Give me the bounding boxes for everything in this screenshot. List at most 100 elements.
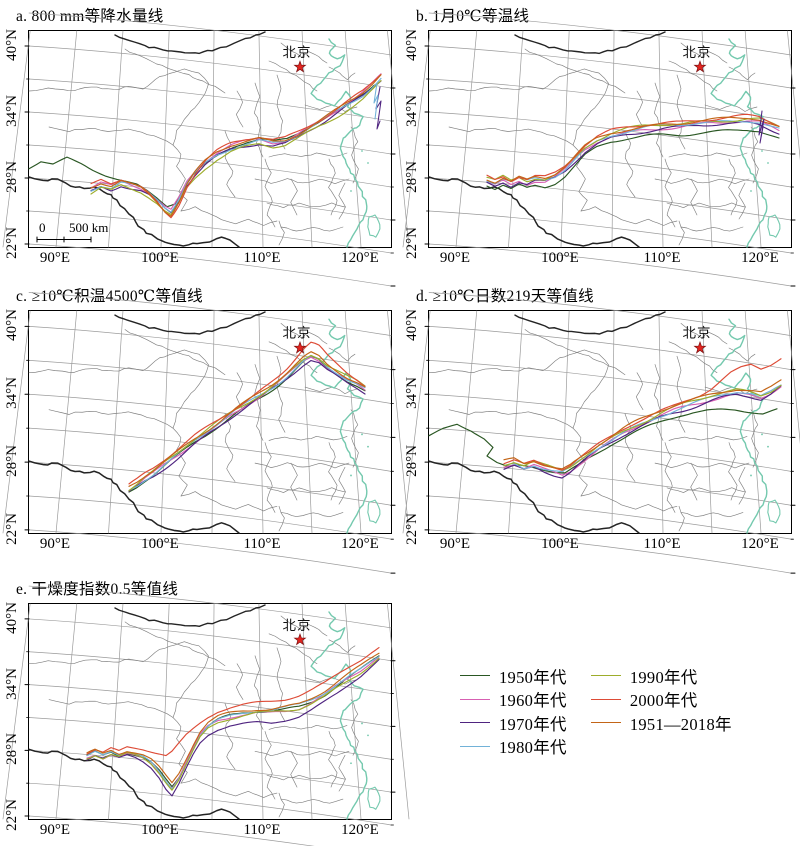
island-dot xyxy=(750,190,752,192)
province-boundary xyxy=(678,505,685,532)
x-tick-label: 120°E xyxy=(341,250,379,266)
beijing-label: 北京 xyxy=(283,326,312,341)
isoline-1970年代 xyxy=(86,658,380,797)
province-boundary xyxy=(268,341,318,374)
graticule-meridian xyxy=(108,30,124,248)
province-boundary xyxy=(654,178,750,185)
graticule-meridian xyxy=(55,310,78,534)
province-boundary xyxy=(180,491,278,512)
legend-column-2: 1990年代 2000年代 1951—2018年 xyxy=(590,664,732,735)
graticule-meridian xyxy=(211,30,215,248)
y-tick-label: 28°N xyxy=(4,733,20,766)
province-boundary xyxy=(542,349,609,429)
national-boundary xyxy=(428,460,640,534)
graticule-meridian xyxy=(258,310,264,534)
province-boundary xyxy=(338,182,346,220)
graticule-meridian xyxy=(160,30,170,248)
province-boundary xyxy=(524,48,626,94)
legend-item: 1951—2018年 xyxy=(590,711,732,735)
x-tick-label: 100°E xyxy=(541,536,579,552)
legend-swatch-icon xyxy=(590,722,621,724)
province-boundary xyxy=(172,144,188,212)
graticule-parallel xyxy=(428,78,792,122)
isoline-1960年代 xyxy=(486,120,780,186)
legend-item: 1990年代 xyxy=(590,664,732,688)
graticule-parallel xyxy=(28,45,392,89)
legend: 1950年代 1960年代 1970年代 1980年代 1990年代 2000年代 195… xyxy=(460,664,732,758)
province-boundary xyxy=(142,68,209,146)
province-boundary xyxy=(524,329,626,376)
province-boundary xyxy=(280,615,328,637)
province-boundary xyxy=(235,372,244,411)
province-boundary xyxy=(448,409,574,429)
province-boundary xyxy=(28,367,144,374)
province-boundary xyxy=(280,226,344,232)
graticule-parallel xyxy=(428,45,792,89)
map-frame-b: 北京 xyxy=(402,12,800,287)
province-boundary xyxy=(180,778,278,798)
island-dot xyxy=(350,190,352,192)
province-boundary xyxy=(142,641,209,718)
island-dot xyxy=(361,433,363,436)
isoline-1950年代 xyxy=(28,84,376,208)
coastline xyxy=(710,318,768,534)
legend-swatch-icon xyxy=(460,745,490,747)
province-boundary xyxy=(635,90,644,128)
y-tick-label: 40°N xyxy=(404,29,420,61)
province-boundary xyxy=(268,435,348,441)
graticule-parallel xyxy=(428,210,792,254)
graticule-parallel xyxy=(428,326,792,370)
x-tick-label: 110°E xyxy=(243,536,281,552)
province-boundary xyxy=(328,158,338,216)
province-boundary xyxy=(254,178,350,185)
x-tick-label: 90°E xyxy=(439,536,471,552)
province-boundary xyxy=(738,182,746,220)
province-boundary xyxy=(680,322,728,345)
province-boundary xyxy=(266,487,346,493)
island-dot xyxy=(367,734,369,737)
graticule-parallel xyxy=(428,461,792,506)
graticule-parallel xyxy=(28,393,392,438)
isoline-1951—2018年 xyxy=(128,351,366,487)
province-boundary xyxy=(728,158,738,216)
isoline-2000年代 xyxy=(128,341,366,485)
province-boundary xyxy=(264,731,276,800)
panel-title-e: e. 干燥度指数0.5等值线 xyxy=(16,581,179,598)
graticule-parallel xyxy=(28,782,392,826)
province-boundary xyxy=(280,322,328,345)
x-tick-label: 120°E xyxy=(741,250,779,266)
province-boundary xyxy=(653,82,664,158)
map-canvas: 北京 xyxy=(2,292,410,574)
province-boundary xyxy=(280,42,328,64)
x-tick-label: 120°E xyxy=(741,536,779,552)
province-boundary xyxy=(580,206,678,226)
x-tick-label: 90°E xyxy=(439,250,471,266)
graticule-meridian xyxy=(211,310,215,534)
province-boundary xyxy=(48,699,174,718)
x-tick-label: 100°E xyxy=(141,536,179,552)
province-boundary xyxy=(580,491,678,512)
y-tick-label: 34°N xyxy=(404,95,420,127)
province-boundary xyxy=(224,130,236,198)
scalebar-zero: 0 xyxy=(39,220,46,235)
graticule-meridian xyxy=(701,310,713,534)
province-boundary xyxy=(428,85,544,92)
y-tick-label: 28°N xyxy=(404,161,420,193)
province-boundary xyxy=(268,633,318,665)
graticule-meridian xyxy=(455,310,478,534)
beijing-star-icon xyxy=(293,633,307,646)
isoline-1951—2018年 xyxy=(86,652,380,784)
graticule-parallel xyxy=(28,144,392,188)
graticule-meridian xyxy=(508,30,524,248)
graticule-parallel xyxy=(428,359,792,404)
graticule-parallel xyxy=(28,210,392,254)
coastline xyxy=(710,38,768,248)
x-tick-label: 110°E xyxy=(243,250,281,266)
isoline-1950年代 xyxy=(486,129,780,191)
national-boundary xyxy=(514,31,666,55)
legend-label: 1970年代 xyxy=(499,714,567,734)
taiwan-coastline xyxy=(367,214,381,238)
province-boundary xyxy=(253,82,264,158)
graticule-parallel xyxy=(28,243,392,287)
panel-title-c: c. ≥10℃积温4500℃等值线 xyxy=(16,288,203,305)
